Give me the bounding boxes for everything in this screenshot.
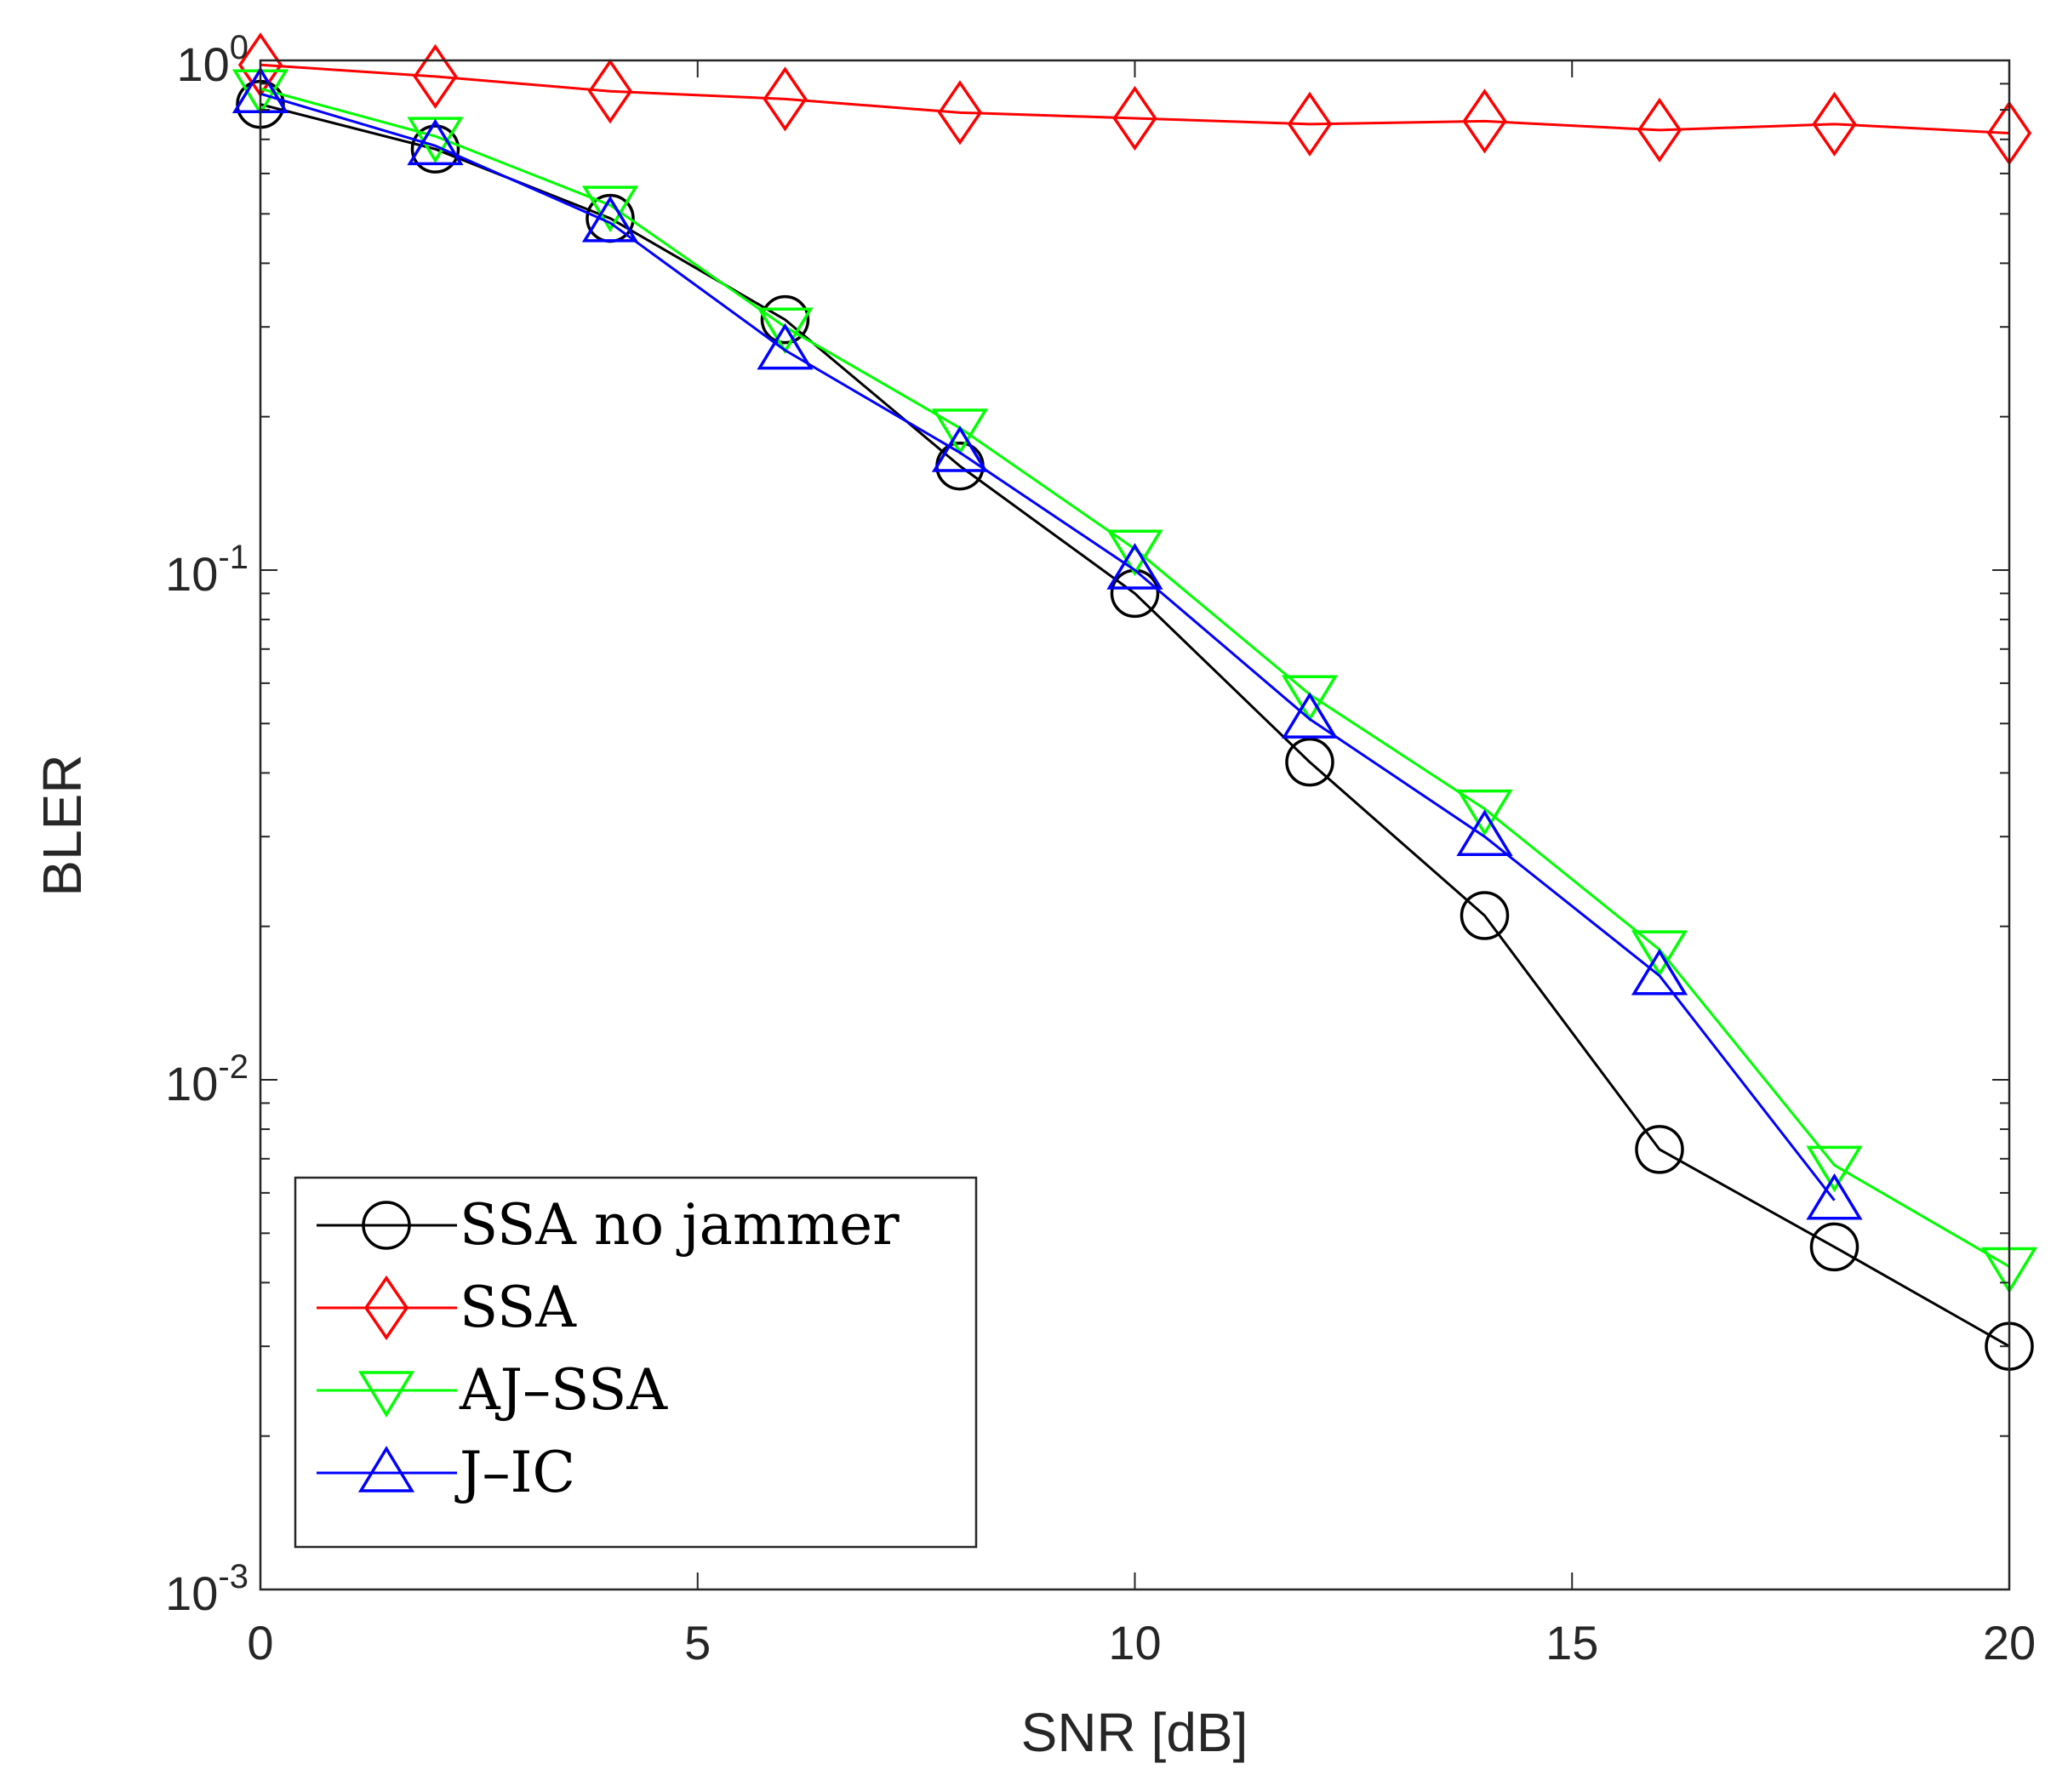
series-3: [231, 66, 1863, 1220]
data-point: [1287, 91, 1333, 157]
data-point: [1806, 1173, 1863, 1220]
y-tick-label: 10-1: [165, 539, 249, 601]
y-tick-label: 10-2: [165, 1048, 249, 1110]
data-point: [937, 80, 983, 146]
legend-label: J–IC: [454, 1440, 575, 1505]
data-point: [760, 294, 810, 345]
series-2: [231, 69, 2038, 1294]
data-point: [1631, 930, 1688, 977]
data-point: [1456, 789, 1513, 836]
x-tick-label: 5: [684, 1616, 711, 1669]
data-point: [581, 196, 639, 243]
legend-label: SSA no jammer: [460, 1192, 900, 1258]
data-point: [1806, 1145, 1863, 1193]
data-point: [757, 322, 814, 370]
data-point: [1112, 85, 1157, 151]
series-line: [260, 103, 2010, 1348]
data-point: [1285, 737, 1334, 787]
data-point: [410, 124, 460, 174]
legend-label: AJ–SSA: [459, 1357, 668, 1423]
data-point: [1281, 675, 1339, 722]
data-point: [1637, 97, 1682, 163]
data-point: [1106, 529, 1163, 577]
series-line: [260, 63, 2010, 134]
x-tick-label: 20: [1983, 1616, 2036, 1669]
data-point: [407, 118, 464, 166]
data-point: [587, 59, 633, 124]
x-tick-label: 15: [1545, 1616, 1598, 1669]
data-point: [1460, 891, 1510, 940]
data-point: [931, 425, 989, 472]
legend-entry: SSA no jammer: [317, 1192, 900, 1258]
legend-entry: J–IC: [317, 1440, 575, 1505]
x-axis-title: SNR [dB]: [1021, 1702, 1248, 1763]
data-point: [1631, 948, 1688, 996]
legend-entry: SSA: [317, 1275, 577, 1341]
y-tick-label: 100: [176, 29, 249, 91]
legend-marker: [357, 1446, 415, 1492]
axes-box: [259, 59, 2011, 1591]
data-point: [1106, 543, 1163, 590]
data-point: [1812, 91, 1857, 157]
legend-marker: [363, 1275, 409, 1341]
x-tick-label: 0: [247, 1616, 273, 1669]
legend: SSA no jammer SSA AJ–SSA J–IC: [294, 1176, 978, 1549]
data-point: [1462, 88, 1507, 154]
data-point: [757, 307, 814, 355]
legend-marker: [357, 1371, 415, 1418]
series-line: [260, 92, 1836, 1201]
legend-label: SSA: [460, 1275, 577, 1340]
data-point: [1281, 692, 1339, 739]
data-point: [1456, 809, 1513, 856]
x-tick-label: 10: [1108, 1616, 1161, 1669]
data-point: [931, 408, 989, 455]
series-line: [260, 87, 2010, 1268]
data-point: [763, 66, 808, 132]
y-tick-label: 10-3: [165, 1558, 249, 1620]
data-point: [1809, 1222, 1859, 1272]
data-point: [1635, 1125, 1684, 1174]
y-axis-title: BLER: [31, 754, 93, 896]
data-point: [581, 185, 639, 232]
legend-marker: [362, 1201, 411, 1250]
legend-entry: AJ–SSA: [317, 1357, 668, 1423]
data-point: [407, 117, 464, 163]
axes-layer: 0 5 10 15 20 10-3 10-2 10-1 100: [165, 29, 2036, 1669]
data-point: [413, 43, 458, 109]
